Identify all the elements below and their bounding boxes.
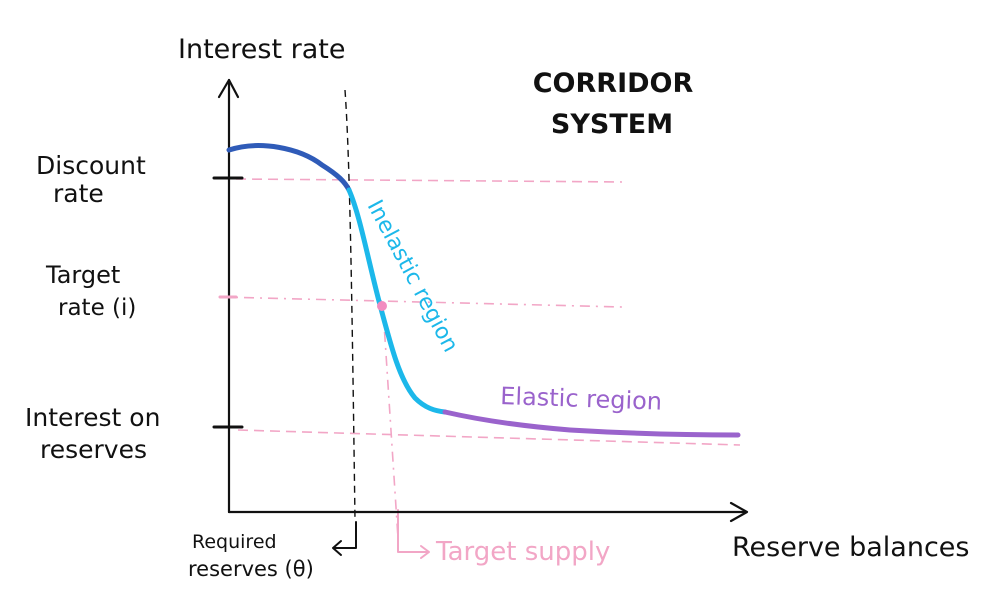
- target-supply-guide: [382, 307, 399, 539]
- discount-rate-label-line2: rate: [53, 179, 104, 208]
- elastic-region-label: Elastic region: [500, 382, 663, 416]
- target-supply-label: Target supply: [435, 537, 610, 567]
- target-rate-label-line2: rate (i): [58, 295, 136, 321]
- upper-flat-curve: [226, 143, 352, 193]
- guide-lines: [219, 178, 741, 559]
- required-reserves-label-line1: Required: [192, 531, 277, 553]
- title-line2: SYSTEM: [551, 109, 673, 140]
- target-point: [377, 301, 387, 311]
- axes: [212, 78, 749, 523]
- title-line1: CORRIDOR: [533, 68, 694, 99]
- target-supply-arrow: [397, 509, 430, 559]
- target-rate-guide: [219, 296, 623, 308]
- y-axis-arrowhead: [217, 78, 240, 99]
- required-reserves-line-group: [332, 89, 357, 556]
- discount-rate-label-line1: Discount: [36, 151, 146, 180]
- target-rate-label-line1: Target: [45, 261, 120, 289]
- ior-label-line1: Interest on: [25, 403, 160, 432]
- reserve-demand-curve: [226, 143, 741, 438]
- x-axis-arrowhead: [729, 501, 749, 523]
- discount-rate-guide: [235, 178, 623, 183]
- y-axis-label: Interest rate: [178, 34, 345, 65]
- ior-guide: [237, 429, 741, 446]
- x-axis-label: Reserve balances: [732, 532, 969, 563]
- inelastic-region-label: Inelastic region: [362, 196, 463, 356]
- required-reserves-arrow: [332, 521, 357, 556]
- required-reserves-label-line2: reserves (θ): [188, 557, 314, 581]
- inelastic-curve: [346, 187, 448, 415]
- elastic-curve: [442, 409, 741, 438]
- ior-label-line2: reserves: [40, 435, 147, 464]
- required-reserves-line: [344, 89, 356, 521]
